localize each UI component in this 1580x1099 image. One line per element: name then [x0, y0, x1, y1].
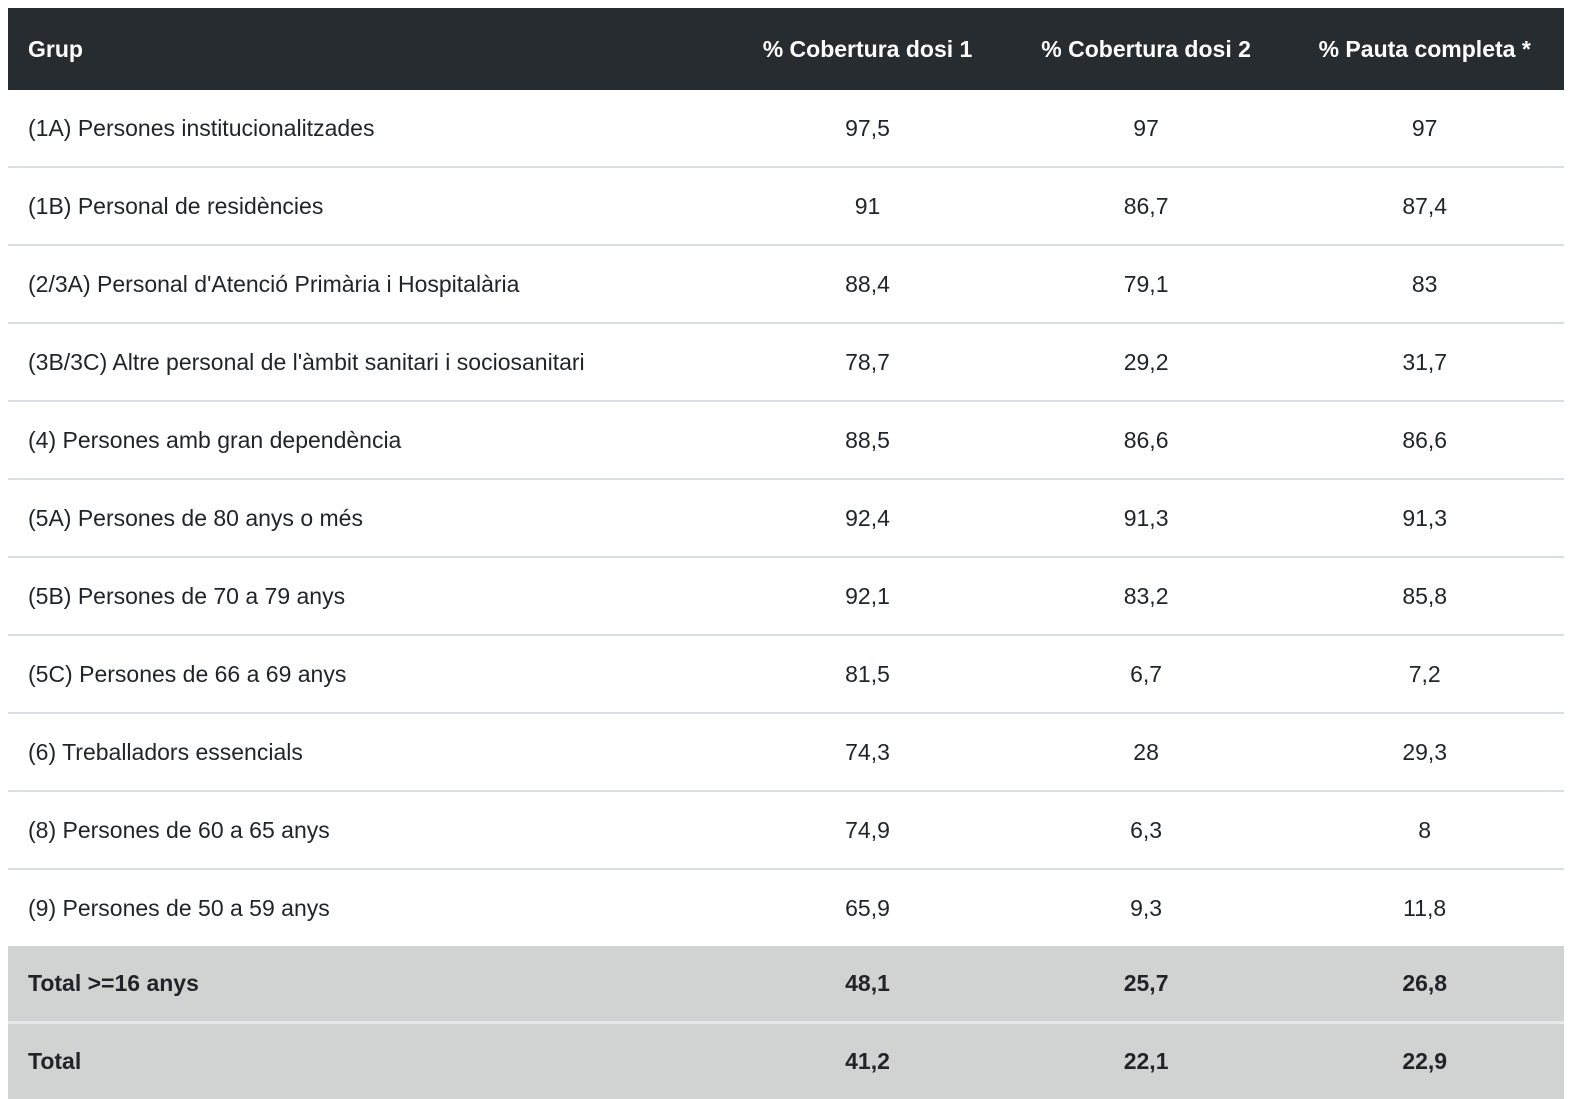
group-label-cell: (5A) Persones de 80 anys o més [8, 479, 728, 557]
group-label-cell: (5C) Persones de 66 a 69 anys [8, 635, 728, 713]
value-cell: 74,9 [728, 791, 1007, 869]
value-cell: 26,8 [1285, 946, 1564, 1023]
value-cell: 29,3 [1285, 713, 1564, 791]
value-cell: 6,7 [1007, 635, 1286, 713]
value-cell: 97,5 [728, 90, 1007, 167]
table-header: Grup % Cobertura dosi 1 % Cobertura dosi… [8, 8, 1564, 90]
value-cell: 22,1 [1007, 1023, 1286, 1099]
group-label-cell: Total >=16 anys [8, 946, 728, 1023]
value-cell: 8 [1285, 791, 1564, 869]
group-label-cell: (8) Persones de 60 a 65 anys [8, 791, 728, 869]
table-row: (3B/3C) Altre personal de l'àmbit sanita… [8, 323, 1564, 401]
value-cell: 79,1 [1007, 245, 1286, 323]
value-cell: 87,4 [1285, 167, 1564, 245]
value-cell: 91 [728, 167, 1007, 245]
value-cell: 83,2 [1007, 557, 1286, 635]
value-cell: 65,9 [728, 869, 1007, 946]
value-cell: 22,9 [1285, 1023, 1564, 1099]
column-header-dosi2: % Cobertura dosi 2 [1007, 8, 1286, 90]
table-row: (2/3A) Personal d'Atenció Primària i Hos… [8, 245, 1564, 323]
value-cell: 74,3 [728, 713, 1007, 791]
value-cell: 25,7 [1007, 946, 1286, 1023]
value-cell: 28 [1007, 713, 1286, 791]
group-label-cell: (1B) Personal de residències [8, 167, 728, 245]
group-label-cell: (2/3A) Personal d'Atenció Primària i Hos… [8, 245, 728, 323]
value-cell: 88,5 [728, 401, 1007, 479]
group-label-cell: Total [8, 1023, 728, 1099]
coverage-table: Grup % Cobertura dosi 1 % Cobertura dosi… [8, 8, 1564, 1099]
value-cell: 85,8 [1285, 557, 1564, 635]
value-cell: 78,7 [728, 323, 1007, 401]
value-cell: 29,2 [1007, 323, 1286, 401]
value-cell: 97 [1007, 90, 1286, 167]
column-header-dosi1: % Cobertura dosi 1 [728, 8, 1007, 90]
value-cell: 11,8 [1285, 869, 1564, 946]
value-cell: 86,6 [1007, 401, 1286, 479]
column-header-pauta-completa: % Pauta completa * [1285, 8, 1564, 90]
value-cell: 86,7 [1007, 167, 1286, 245]
value-cell: 92,1 [728, 557, 1007, 635]
value-cell: 91,3 [1007, 479, 1286, 557]
value-cell: 81,5 [728, 635, 1007, 713]
value-cell: 7,2 [1285, 635, 1564, 713]
value-cell: 83 [1285, 245, 1564, 323]
value-cell: 31,7 [1285, 323, 1564, 401]
group-label-cell: (5B) Persones de 70 a 79 anys [8, 557, 728, 635]
value-cell: 6,3 [1007, 791, 1286, 869]
group-label-cell: (1A) Persones institucionalitzades [8, 90, 728, 167]
group-label-cell: (3B/3C) Altre personal de l'àmbit sanita… [8, 323, 728, 401]
value-cell: 97 [1285, 90, 1564, 167]
column-header-grup: Grup [8, 8, 728, 90]
value-cell: 41,2 [728, 1023, 1007, 1099]
value-cell: 86,6 [1285, 401, 1564, 479]
vaccination-coverage-table: Grup % Cobertura dosi 1 % Cobertura dosi… [8, 8, 1564, 1099]
group-label-cell: (4) Persones amb gran dependència [8, 401, 728, 479]
group-label-cell: (9) Persones de 50 a 59 anys [8, 869, 728, 946]
value-cell: 88,4 [728, 245, 1007, 323]
value-cell: 48,1 [728, 946, 1007, 1023]
value-cell: 92,4 [728, 479, 1007, 557]
group-label-cell: (6) Treballadors essencials [8, 713, 728, 791]
value-cell: 9,3 [1007, 869, 1286, 946]
value-cell: 91,3 [1285, 479, 1564, 557]
header-row: Grup % Cobertura dosi 1 % Cobertura dosi… [8, 8, 1564, 90]
